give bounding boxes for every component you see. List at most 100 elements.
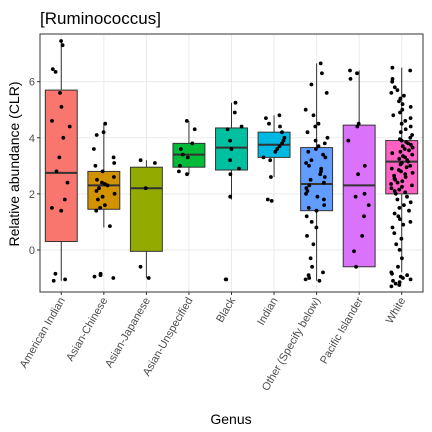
data-point: [348, 77, 353, 81]
data-point: [50, 67, 55, 71]
box-iqr: [300, 147, 334, 212]
data-point: [392, 173, 396, 178]
chart-title: [Ruminococcus]: [40, 9, 161, 28]
x-axis-title: Genus: [210, 411, 251, 427]
data-point: [398, 130, 403, 135]
data-point: [362, 191, 367, 196]
data-point: [62, 197, 67, 202]
data-point: [346, 138, 351, 143]
data-point: [356, 121, 361, 126]
data-point: [318, 61, 323, 66]
data-point: [389, 91, 394, 95]
data-point: [309, 82, 314, 87]
data-point: [410, 183, 414, 188]
data-point: [280, 130, 284, 135]
data-point: [239, 124, 244, 129]
data-point: [398, 96, 403, 101]
y-axis-title: Relative abundance (CLR): [6, 82, 22, 247]
data-point: [314, 147, 318, 151]
data-point: [50, 119, 54, 123]
data-point: [390, 79, 395, 84]
data-point: [306, 206, 311, 210]
data-point: [310, 264, 314, 269]
data-point: [393, 191, 398, 196]
x-axis: American IndianAsian-ChineseAsian-Japane…: [18, 292, 408, 393]
data-point: [308, 177, 313, 182]
data-point: [58, 91, 62, 95]
data-point: [405, 273, 409, 278]
data-point: [400, 107, 405, 112]
x-tick-label: Asian-Chinese: [64, 296, 110, 364]
data-point: [396, 264, 400, 269]
data-point: [275, 147, 280, 151]
data-point: [92, 274, 97, 279]
data-point: [355, 124, 360, 129]
data-point: [108, 224, 112, 229]
data-point: [399, 169, 403, 174]
data-point: [228, 158, 233, 163]
data-point: [362, 214, 366, 219]
data-point: [399, 121, 404, 126]
data-point: [103, 203, 107, 208]
data-point: [190, 141, 195, 146]
data-point: [390, 65, 395, 70]
data-point: [94, 133, 99, 137]
data-point: [112, 161, 117, 165]
data-point: [59, 39, 63, 43]
data-point: [321, 152, 325, 157]
data-point: [232, 110, 237, 115]
data-point: [322, 141, 327, 146]
data-point: [306, 149, 311, 154]
data-point: [323, 155, 328, 160]
data-point: [185, 172, 189, 177]
data-point: [103, 121, 108, 126]
data-point: [352, 249, 356, 254]
data-point: [280, 141, 284, 146]
data-point: [223, 277, 228, 282]
data-point: [318, 172, 323, 177]
data-point: [98, 206, 102, 210]
data-point: [63, 277, 67, 282]
x-tick-label: Pacific Islander: [318, 295, 366, 366]
data-point: [313, 124, 318, 129]
box-iqr: [342, 124, 376, 268]
data-point: [94, 208, 99, 213]
data-point: [100, 180, 104, 185]
data-point: [390, 225, 395, 230]
data-point: [410, 145, 415, 150]
data-point: [406, 141, 410, 146]
x-tick-label: White: [384, 296, 408, 326]
data-point: [51, 278, 56, 283]
data-point: [394, 242, 399, 247]
data-point: [410, 133, 414, 137]
data-point: [402, 93, 406, 98]
data-point: [403, 119, 408, 123]
data-point: [314, 208, 319, 213]
data-point: [401, 276, 405, 280]
data-point: [398, 149, 403, 154]
box-pacific-islander: [342, 70, 376, 268]
x-tick-label: Black: [214, 295, 238, 325]
data-point: [403, 190, 408, 195]
data-point: [281, 138, 286, 143]
data-point: [267, 121, 271, 126]
data-point: [60, 43, 65, 48]
data-point: [389, 182, 393, 186]
data-point: [309, 158, 314, 163]
data-point: [399, 138, 404, 143]
y-tick-label: 4: [29, 133, 35, 145]
data-point: [50, 206, 54, 210]
data-point: [311, 113, 316, 118]
data-point: [98, 273, 103, 278]
data-point: [402, 147, 407, 151]
data-point: [408, 68, 413, 73]
data-point: [277, 113, 282, 118]
data-point: [403, 172, 408, 177]
data-point: [395, 197, 400, 202]
data-point: [407, 148, 411, 153]
data-point: [390, 77, 395, 81]
data-point: [92, 147, 96, 151]
data-point: [278, 124, 282, 129]
data-point: [354, 264, 358, 269]
data-point: [398, 162, 403, 167]
